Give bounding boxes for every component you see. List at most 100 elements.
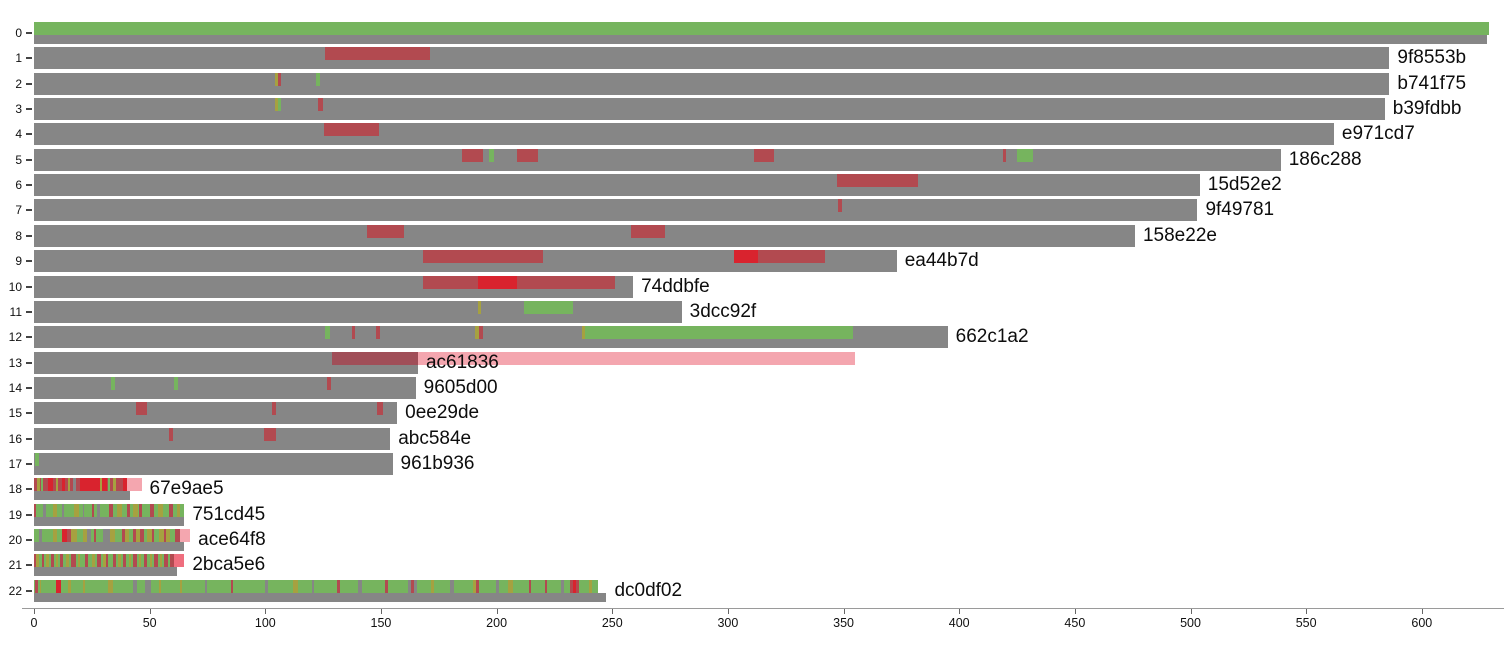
y-tick [26,437,32,440]
x-tick-label: 600 [1411,615,1433,630]
y-tick-label: 11 [9,304,22,319]
y-tick [26,488,32,491]
y-tick [26,32,32,34]
diff-segment [408,579,411,593]
y-tick-label: 5 [15,152,22,167]
y-tick [26,589,32,592]
diff-segment [169,503,173,517]
diff-segment [91,554,96,568]
x-tick-label: 250 [601,615,623,630]
x-tick [149,608,151,614]
diff-segment [560,579,564,593]
diff-segment [73,478,77,492]
diff-segment [376,326,380,340]
row-bar-top [34,300,682,314]
diff-segment [77,554,81,568]
diff-segment [325,47,430,61]
diff-segment [496,579,499,593]
x-tick-label: 400 [948,615,970,630]
x-tick [843,608,845,614]
x-tick-label: 200 [486,615,508,630]
diff-segment [51,554,54,568]
diff-segment [126,503,130,517]
diff-segment [55,554,59,568]
diff-segment [90,478,100,492]
diff-segment [169,427,174,441]
diff-segment [35,579,38,593]
diff-segment [385,579,388,593]
diff-segment [83,529,88,542]
diff-segment [325,326,331,340]
diff-segment [836,174,918,188]
diff-segment [97,554,101,568]
x-tick [1421,608,1423,614]
row-hash-label: 961b936 [400,452,475,474]
y-tick [26,462,32,465]
x-tick-label: 150 [370,615,392,630]
diff-segment [39,579,42,593]
diff-segment [475,326,479,340]
diff-segment [158,529,164,542]
diff-segment [99,478,102,492]
y-tick [26,386,32,389]
diff-segment [478,275,518,289]
diff-segment [60,554,63,568]
diff-segment [337,579,340,593]
diff-segment [154,554,158,568]
diff-segment [61,478,65,492]
diff-segment [163,529,166,542]
row-bar-bottom [34,136,1334,146]
row-bar-top [34,579,599,593]
row-hash-label: 158e22e [1142,224,1217,246]
y-tick-label: 0 [15,26,22,40]
row-bar-top [34,224,1135,238]
row-bar-bottom [34,85,1390,95]
row-hash-label: 0ee29de [405,402,480,424]
diff-segment [449,579,455,593]
y-tick-label: 9 [15,254,22,269]
diff-segment [121,529,126,542]
y-tick-label: 13 [8,355,22,370]
diff-segment [524,300,573,314]
diff-segment [43,503,46,517]
y-tick-label: 14 [8,380,22,395]
row-bar-bottom [34,516,185,526]
diff-segment [67,478,71,492]
diff-segment [581,326,586,340]
diff-segment [175,529,180,542]
row-bar-bottom [34,313,682,323]
diff-segment [1002,148,1006,162]
x-tick [959,608,961,614]
y-tick [26,57,32,60]
y-tick-label: 22 [8,583,22,598]
y-tick [26,564,32,567]
diff-segment [135,529,141,542]
row-bar-bottom [34,465,393,475]
y-tick [26,108,32,111]
y-tick-label: 7 [15,203,22,218]
diff-segment [733,250,758,264]
y-tick [26,133,32,136]
x-tick-label: 100 [254,615,276,630]
diff-segment [34,503,37,517]
diff-segment [133,579,138,593]
y-tick-label: 19 [8,507,22,522]
row-hash-label: 2bca5e6 [192,554,266,576]
x-tick-label: 0 [30,615,38,630]
diff-segment [139,503,143,517]
diff-segment [111,376,116,390]
diff-segment [754,148,775,162]
row-hash-label: b39fdbb [1392,98,1462,120]
row-bar-top [34,47,1390,61]
y-tick-label: 15 [8,406,22,421]
x-tick [496,608,498,614]
diff-segment [71,554,76,568]
row-bar-bottom [34,415,398,425]
y-tick-label: 8 [15,228,22,243]
row-bar-top [34,174,1200,188]
diff-segment [105,554,109,568]
diff-segment [158,503,164,517]
diff-segment [122,554,127,568]
diff-segment [165,529,171,542]
row-hash-label: b741f75 [1397,72,1467,94]
